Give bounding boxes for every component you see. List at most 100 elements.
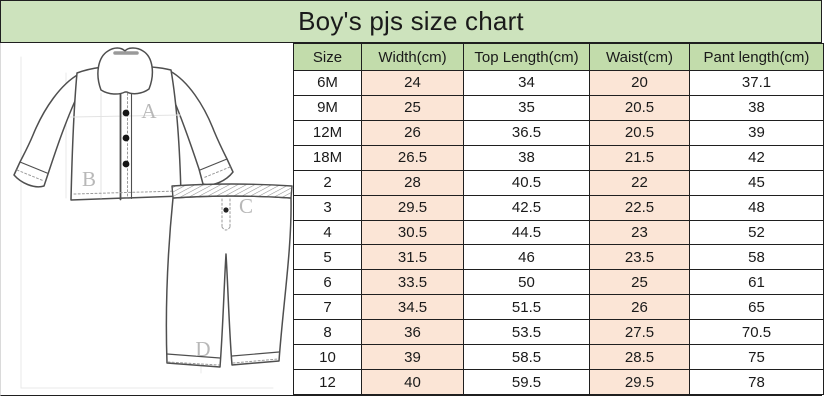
table-cell: 4	[293, 219, 362, 246]
table-cell: 22	[589, 169, 690, 196]
table-cell: 31.5	[361, 244, 464, 271]
table-cell: 37.1	[689, 70, 824, 96]
table-cell: 20.5	[589, 119, 690, 146]
table-cell: 40	[361, 369, 464, 395]
table-cell: 26.5	[361, 144, 464, 171]
table-cell: 28.5	[589, 344, 690, 371]
column-header-top-length: Top Length(cm)	[463, 43, 590, 71]
table-cell: 26	[361, 119, 464, 146]
table-cell: 29.5	[589, 369, 690, 395]
table-cell: 26	[589, 294, 690, 321]
table-cell: 42.5	[463, 194, 590, 221]
column-header-width: Width(cm)	[361, 43, 464, 71]
hem-stitching	[73, 190, 179, 195]
cuff-stitching	[16, 166, 231, 182]
table-cell: 3	[293, 194, 362, 221]
diagram-label-a: A	[141, 99, 157, 123]
table-row: 7 34.5 51.5 26 65	[293, 294, 824, 321]
table-cell: 59.5	[463, 369, 590, 395]
elastic-waistband	[171, 183, 293, 199]
diagram-label-d: D	[195, 337, 210, 361]
table-cell: 20	[589, 70, 690, 96]
table-cell: 12	[293, 369, 362, 395]
table-cell: 33.5	[361, 269, 464, 296]
column-header-size: Size	[293, 43, 362, 71]
table-row: 5 31.5 46 23.5 58	[293, 244, 824, 271]
pant-cuff-lines	[166, 351, 280, 359]
table-cell: 22.5	[589, 194, 690, 221]
table-cell: 38	[463, 144, 590, 171]
table-row: 10 39 58.5 28.5 75	[293, 344, 824, 371]
table-row: 18M 26.5 38 21.5 42	[293, 144, 824, 171]
header-row: Size Width(cm) Top Length(cm) Waist(cm) …	[293, 43, 824, 71]
table-cell: 29.5	[361, 194, 464, 221]
table-cell: 21.5	[589, 144, 690, 171]
table-cell: 12M	[293, 119, 362, 146]
table-cell: 9M	[293, 94, 362, 121]
table-cell: 28	[361, 169, 464, 196]
button-placket	[119, 85, 133, 201]
table-row: 6M 24 34 20 37.1	[293, 70, 824, 96]
diagram-label-b: B	[82, 167, 96, 191]
table-cell: 52	[689, 219, 824, 246]
table-cell: 58	[689, 244, 824, 271]
pajama-line-drawing: A B C D	[13, 47, 293, 389]
content-area: A B C D Size Width(cm) Top Length(cm) Wa…	[0, 43, 824, 396]
table-row: 4 30.5 44.5 23 52	[293, 219, 824, 246]
table-row: 3 29.5 42.5 22.5 48	[293, 194, 824, 221]
table-cell: 2	[293, 169, 362, 196]
table-cell: 46	[463, 244, 590, 271]
page-title: Boy's pjs size chart	[298, 6, 524, 36]
table-row: 2 28 40.5 22 45	[293, 169, 824, 196]
table-cell: 39	[361, 344, 464, 371]
table-cell: 51.5	[463, 294, 590, 321]
table-cell: 78	[689, 369, 824, 395]
table-cell: 25	[589, 269, 690, 296]
table-cell: 34	[463, 70, 590, 96]
title-bar: Boy's pjs size chart	[0, 0, 822, 43]
table-cell: 58.5	[463, 344, 590, 371]
column-header-waist: Waist(cm)	[589, 43, 690, 71]
table-cell: 44.5	[463, 219, 590, 246]
table-row: 6 33.5 50 25 61	[293, 269, 824, 296]
table-cell: 40.5	[463, 169, 590, 196]
table-row: 12 40 59.5 29.5 78	[293, 369, 824, 395]
table-cell: 38	[689, 94, 824, 121]
table-cell: 25	[361, 94, 464, 121]
table-cell: 75	[689, 344, 824, 371]
collar	[97, 47, 154, 95]
table-cell: 23.5	[589, 244, 690, 271]
table-cell: 65	[689, 294, 824, 321]
size-table-body: 6M 24 34 20 37.1 9M 25 35 20.5 38 12M 26 36.5 20.5 39 1…	[293, 70, 824, 395]
table-cell: 30.5	[361, 219, 464, 246]
pajama-shirt-sleeves	[13, 70, 234, 188]
table-cell: 48	[689, 194, 824, 221]
table-row: 8 36 53.5 27.5 70.5	[293, 319, 824, 346]
size-table: Size Width(cm) Top Length(cm) Waist(cm) …	[293, 43, 824, 395]
table-cell: 36.5	[463, 119, 590, 146]
table-cell: 18M	[293, 144, 362, 171]
table-cell: 36	[361, 319, 464, 346]
table-cell: 6	[293, 269, 362, 296]
table-cell: 61	[689, 269, 824, 296]
diagram-label-c: C	[239, 194, 253, 218]
table-cell: 5	[293, 244, 362, 271]
table-cell: 53.5	[463, 319, 590, 346]
table-cell: 8	[293, 319, 362, 346]
table-row: 12M 26 36.5 20.5 39	[293, 119, 824, 146]
table-cell: 23	[589, 219, 690, 246]
table-cell: 39	[689, 119, 824, 146]
pant-cuff-stitching	[167, 358, 279, 366]
table-cell: 27.5	[589, 319, 690, 346]
table-cell: 20.5	[589, 94, 690, 121]
table-cell: 45	[689, 169, 824, 196]
table-cell: 10	[293, 344, 362, 371]
table-cell: 35	[463, 94, 590, 121]
column-header-pant-length: Pant length(cm)	[689, 43, 824, 71]
table-cell: 6M	[293, 70, 362, 96]
pants-body	[165, 195, 292, 368]
table-cell: 50	[463, 269, 590, 296]
table-cell: 34.5	[361, 294, 464, 321]
table-cell: 7	[293, 294, 362, 321]
